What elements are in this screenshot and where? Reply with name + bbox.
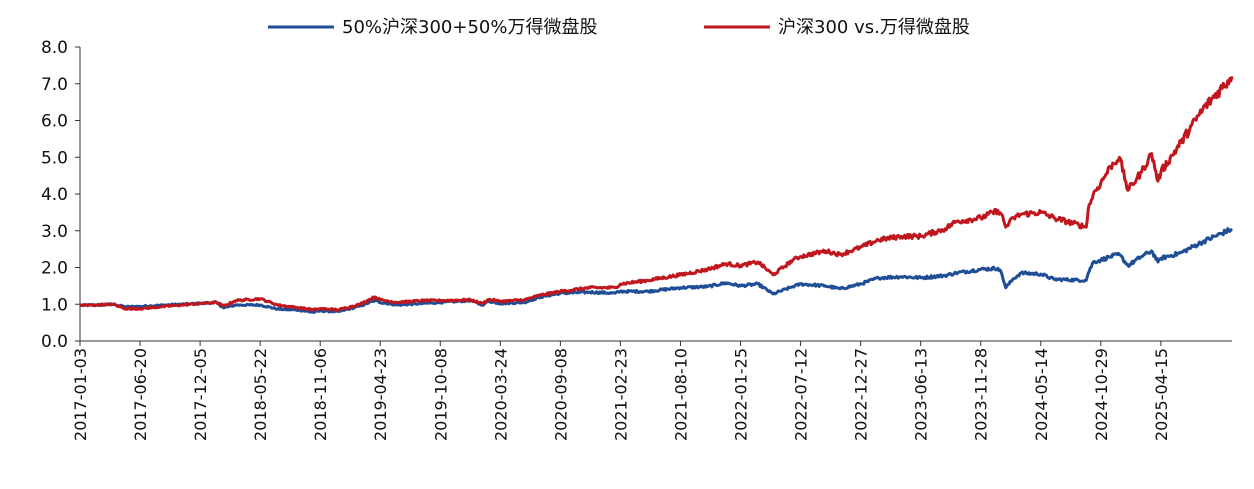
x-tick-label: 2022-12-27: [852, 348, 871, 441]
x-tick-label: 2017-01-03: [71, 348, 90, 441]
legend: 50%沪深300+50%万得微盘股 沪深300 vs.万得微盘股: [268, 17, 970, 38]
y-tick-label: 7.0: [41, 75, 68, 95]
y-tick-label: 6.0: [41, 112, 68, 132]
y-tick-label: 1.0: [41, 295, 68, 315]
series-line-1: [79, 227, 1234, 314]
y-tick-label: 8.0: [41, 38, 68, 58]
y-tick-label: 4.0: [41, 185, 68, 205]
x-tick-label: 2018-05-22: [251, 348, 270, 441]
x-tick-label: 2023-11-28: [972, 348, 991, 441]
x-tick-label: 2024-10-29: [1092, 348, 1111, 441]
x-axis: 2017-01-03 2017-06-20 2017-12-05 2018-05-22…: [71, 340, 1232, 441]
y-tick-label: 3.0: [41, 222, 68, 242]
x-tick-label: 2018-11-06: [311, 348, 330, 441]
y-tick-label: 5.0: [41, 148, 68, 168]
x-tick-label: 2021-08-10: [671, 348, 690, 441]
x-tick-label: 2022-07-12: [792, 348, 811, 441]
x-tick-label: 2019-10-08: [431, 348, 450, 441]
legend-label-series-1: 50%沪深300+50%万得微盘股: [342, 17, 597, 38]
x-tick-label: 2023-06-13: [912, 348, 931, 441]
x-tick-label: 2022-01-25: [732, 348, 751, 441]
x-tick-label: 2017-06-20: [131, 348, 150, 441]
y-tick-label: 2.0: [41, 259, 68, 279]
x-tick-label: 2024-05-14: [1032, 348, 1051, 441]
x-tick-label: 2020-03-24: [491, 348, 510, 441]
x-tick-label: 2021-02-23: [611, 348, 630, 441]
y-axis: 0.0 1.0 2.0 3.0 4.0 5.0 6.0 7.0 8.0: [41, 38, 81, 352]
plot-area: [79, 76, 1234, 314]
y-tick-label: 0.0: [41, 332, 68, 352]
x-tick-label: 2017-12-05: [191, 348, 210, 441]
x-tick-label: 2020-09-08: [551, 348, 570, 441]
series-line-2: [79, 76, 1234, 312]
x-tick-label: 2025-04-15: [1152, 348, 1171, 441]
x-tick-label: 2019-04-23: [371, 348, 390, 441]
legend-label-series-2: 沪深300 vs.万得微盘股: [778, 17, 970, 38]
